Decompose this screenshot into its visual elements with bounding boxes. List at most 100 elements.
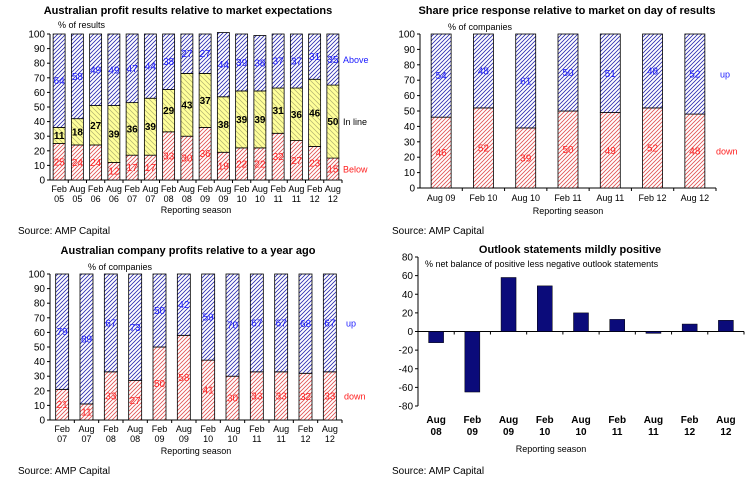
legend-above: Above [343,55,369,65]
y-tick-label: 50 [404,107,416,118]
x-tick-label: 06 [109,194,119,204]
y-axis-label: % of companies [88,262,153,272]
data-label: 48 [478,66,490,77]
bar-above [308,33,322,80]
bar-up [103,273,118,373]
legend-down: down [716,147,738,157]
y-tick-label: 60 [34,328,46,339]
y-tick-label: 40 [404,122,416,133]
data-label: 49 [90,65,102,76]
x-tick-label: Feb [536,415,554,426]
x-tick-label: 09 [467,427,479,438]
x-tick-label: Feb [307,184,323,194]
x-tick-label: Feb 12 [639,193,667,203]
data-label: 22 [236,159,248,170]
y-tick-label: 60 [404,91,416,102]
data-label: 24 [72,158,84,169]
x-tick-label: 12 [310,194,320,204]
bar-up [274,273,289,373]
y-tick-label: 10 [404,168,416,179]
bar-above [89,33,103,106]
legend-in-line: In line [343,117,367,127]
y-tick-label: 0 [409,184,415,195]
data-label: 50 [562,145,574,156]
x-tick-label: Feb [54,424,70,434]
chart-title: Australian company profits relative to a… [61,245,316,257]
data-label: 44 [218,60,230,71]
x-tick-label: Aug 12 [681,193,710,203]
chart-title: Outlook statements mildly positive [479,244,661,256]
data-label: 37 [291,57,303,68]
x-tick-label: Feb [197,184,213,194]
x-tick-label: 07 [57,434,67,444]
x-tick-label: 11 [252,434,261,444]
data-label: 46 [436,148,448,159]
data-label: 39 [108,130,120,141]
x-tick-label: 09 [179,434,189,444]
bar-up [473,33,494,109]
data-label: 51 [605,69,617,80]
x-tick-label: Aug [325,184,341,194]
data-label: 27 [200,49,212,60]
data-label: 37 [200,96,212,107]
data-label: 17 [145,163,157,174]
y-tick-label: 10 [34,161,46,172]
x-tick-label: Feb [249,424,265,434]
data-label: 31 [273,106,285,117]
x-tick-label: Aug [571,415,590,426]
x-tick-label: 09 [503,427,515,438]
bar [681,323,698,332]
data-label: 50 [154,306,166,317]
bar-above [289,33,303,89]
data-label: 39 [254,115,266,126]
bar-above [143,33,157,99]
x-tick-label: Aug [106,184,122,194]
data-label: 30 [227,394,239,405]
x-tick-label: 10 [575,427,587,438]
share-price-response-svg: Share price response relative to market … [398,5,738,216]
x-tick-label: Aug [426,415,445,426]
data-label: 27 [291,156,303,167]
x-axis-label: Reporting season [161,205,232,215]
y-tick-label: 20 [402,308,414,319]
data-label: 21 [57,400,69,411]
legend-below: Below [343,165,368,175]
y-tick-label: 40 [34,357,46,368]
x-tick-label: 11 [276,434,285,444]
data-label: 27 [181,49,193,60]
data-label: 52 [478,143,490,154]
chart-profit-results: Australian profit results relative to ma… [0,0,378,245]
x-tick-label: 12 [300,434,310,444]
data-label: 67 [276,318,288,329]
x-tick-label: 10 [237,194,247,204]
bar-up [55,273,70,390]
legend-down: down [344,391,366,401]
bar-above [107,33,121,106]
x-tick-label: 08 [130,434,140,444]
data-label: 39 [236,115,248,126]
x-tick-label: Feb [463,415,481,426]
data-label: 50 [327,117,339,128]
data-label: 41 [203,386,215,397]
x-tick-label: 11 [612,427,623,438]
chart-title: Share price response relative to market … [418,5,715,17]
y-tick-label: 0 [407,327,413,338]
bar [537,285,553,332]
source-note: Source: AMP Capital [18,226,111,237]
x-tick-label: Feb [298,424,314,434]
bar-above [162,33,176,90]
x-tick-label: Aug [69,184,85,194]
y-axis-label: % of results [58,20,106,30]
bar-above [326,33,340,86]
data-label: 19 [218,162,230,173]
y-tick-label: 100 [28,270,45,281]
bar-up [298,273,313,374]
x-tick-label: Feb [608,415,626,426]
data-label: 33 [251,391,263,402]
data-label: 89 [81,334,93,345]
bar-above [198,33,212,74]
data-label: 50 [562,68,574,79]
y-tick-label: 90 [34,44,46,55]
y-tick-label: 100 [28,30,45,41]
data-label: 79 [57,327,69,338]
